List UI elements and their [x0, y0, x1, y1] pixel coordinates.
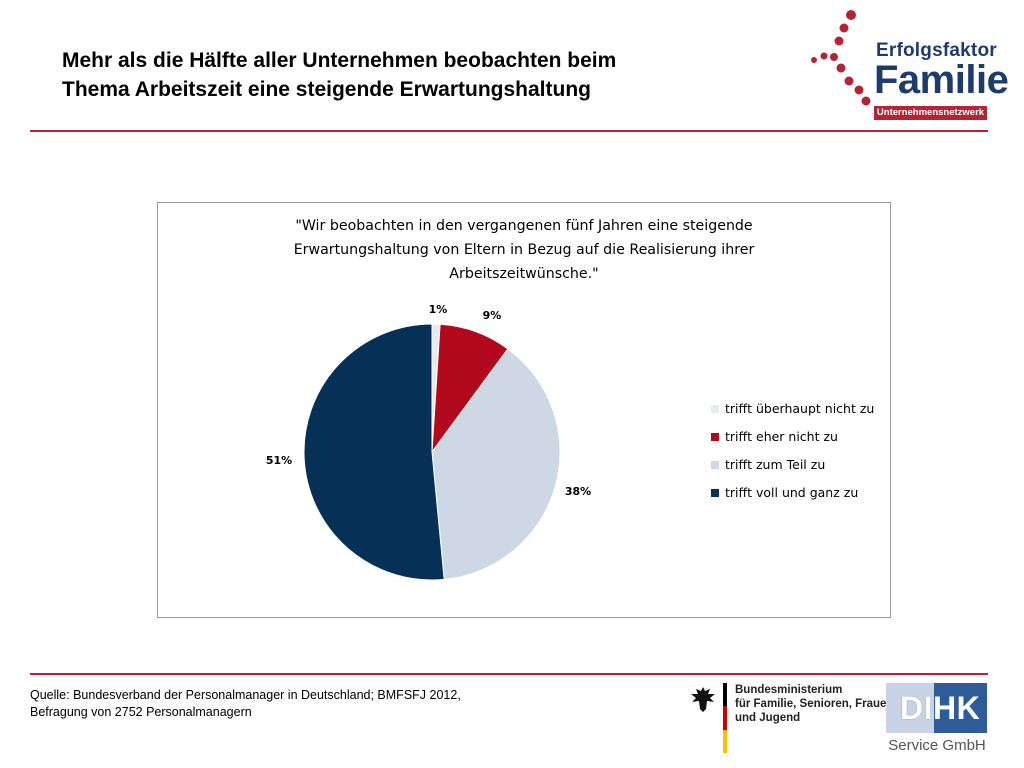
pie-data-label: 51%: [266, 454, 292, 467]
page-title-line-2: Thema Arbeitszeit eine steigende Erwartu…: [62, 78, 591, 101]
legend-label: trifft voll und ganz zu: [725, 485, 859, 500]
legend-swatch: [711, 433, 719, 441]
dihk-box-accent: [934, 683, 987, 733]
chart-frame: "Wir beobachten in den vergangenen fünf …: [157, 202, 891, 618]
legend-swatch: [711, 461, 719, 469]
bmfsfj-line-1: Bundesministerium: [735, 684, 843, 696]
source-line-1: Quelle: Bundesverband der Personalmanage…: [30, 688, 461, 702]
dihk-label: DIHK: [900, 690, 981, 726]
legend-label: trifft zum Teil zu: [725, 457, 826, 472]
dihk-logo: DIHK Service GmbH: [886, 683, 988, 757]
legend-swatch: [711, 489, 719, 497]
pie-data-label: 38%: [565, 485, 591, 498]
bmfsfj-text: Bundesministerium für Familie, Senioren,…: [735, 683, 893, 725]
pie-chart: 1% 9% 38% 51%: [266, 303, 591, 581]
bmfsfj-logo: Bundesministerium für Familie, Senioren,…: [688, 683, 893, 755]
source-line-2: Befragung von 2752 Personalmanagern: [30, 705, 252, 719]
logo-dots-icon: [811, 10, 871, 106]
bmfsfj-line-3: und Jugend: [735, 712, 801, 724]
bmfsfj-line-2: für Familie, Senioren, Frauen: [735, 698, 894, 710]
chart-title: "Wir beobachten in den vergangenen fünf …: [158, 214, 890, 286]
legend-label: trifft eher nicht zu: [725, 429, 838, 444]
logo-line-1: Erfolgsfaktor: [876, 40, 997, 61]
chart-title-line-2: Erwartungshaltung von Eltern in Bezug au…: [293, 242, 755, 258]
pie-data-label: 9%: [483, 309, 502, 322]
legend-label: trifft überhaupt nicht zu: [725, 401, 875, 416]
pie-slice: [431, 348, 561, 580]
legend-swatch: [711, 405, 719, 413]
header-divider: [30, 130, 988, 132]
pie-slice: [303, 323, 445, 581]
footer-divider: [30, 673, 988, 675]
chart-title-line-1: "Wir beobachten in den vergangenen fünf …: [295, 218, 753, 234]
page-title: Mehr als die Hälfte aller Unternehmen be…: [62, 46, 782, 104]
erfolgsfaktor-familie-logo: Erfolgsfaktor Familie Unternehmensnetzwe…: [808, 10, 1009, 120]
dihk-box: DIHK: [886, 683, 987, 733]
page-title-line-1: Mehr als die Hälfte aller Unternehmen be…: [62, 49, 617, 72]
dihk-sub: Service GmbH: [888, 737, 986, 754]
pie-data-label: 1%: [429, 303, 448, 316]
federal-eagle-icon: [691, 687, 715, 712]
logo-line-2: Familie: [874, 58, 1009, 102]
logo-badge: Unternehmensnetzwerk: [874, 106, 987, 120]
source-note: Quelle: Bundesverband der Personalmanage…: [30, 687, 461, 721]
flag-stripes: [723, 683, 727, 753]
chart-title-line-3: Arbeitszeitwünsche.": [449, 266, 599, 282]
